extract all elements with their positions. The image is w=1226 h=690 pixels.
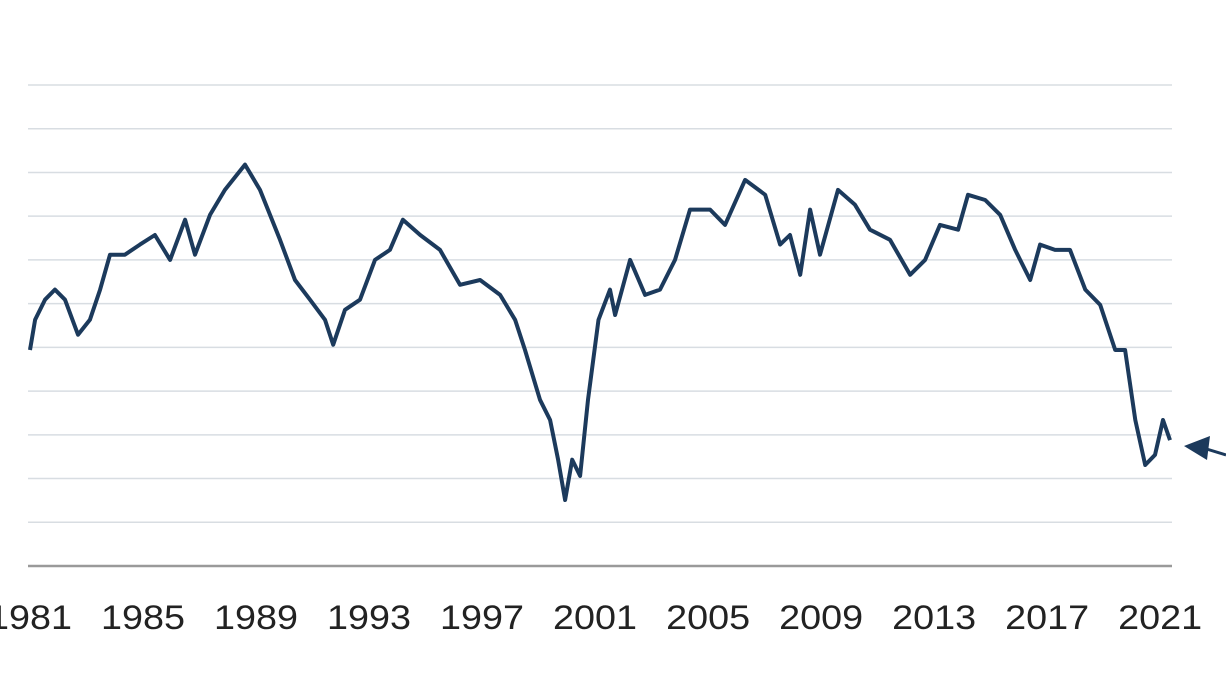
x-tick-label: 1981 xyxy=(0,599,72,637)
x-tick-label: 1985 xyxy=(101,599,185,637)
x-tick-label: 1989 xyxy=(214,599,298,637)
x-tick-label: 2017 xyxy=(1005,599,1089,637)
x-tick-label: 2021 xyxy=(1118,599,1202,637)
pointer-arrow xyxy=(1184,436,1226,460)
x-tick-label: 2013 xyxy=(892,599,976,637)
x-tick-label: 1997 xyxy=(440,599,524,637)
x-tick-label: 2009 xyxy=(779,599,863,637)
arrow-head xyxy=(1184,436,1210,460)
x-tick-label: 2001 xyxy=(553,599,637,637)
data-line xyxy=(28,162,1172,502)
x-tick-label: 1993 xyxy=(327,599,411,637)
x-tick-label: 2005 xyxy=(666,599,750,637)
